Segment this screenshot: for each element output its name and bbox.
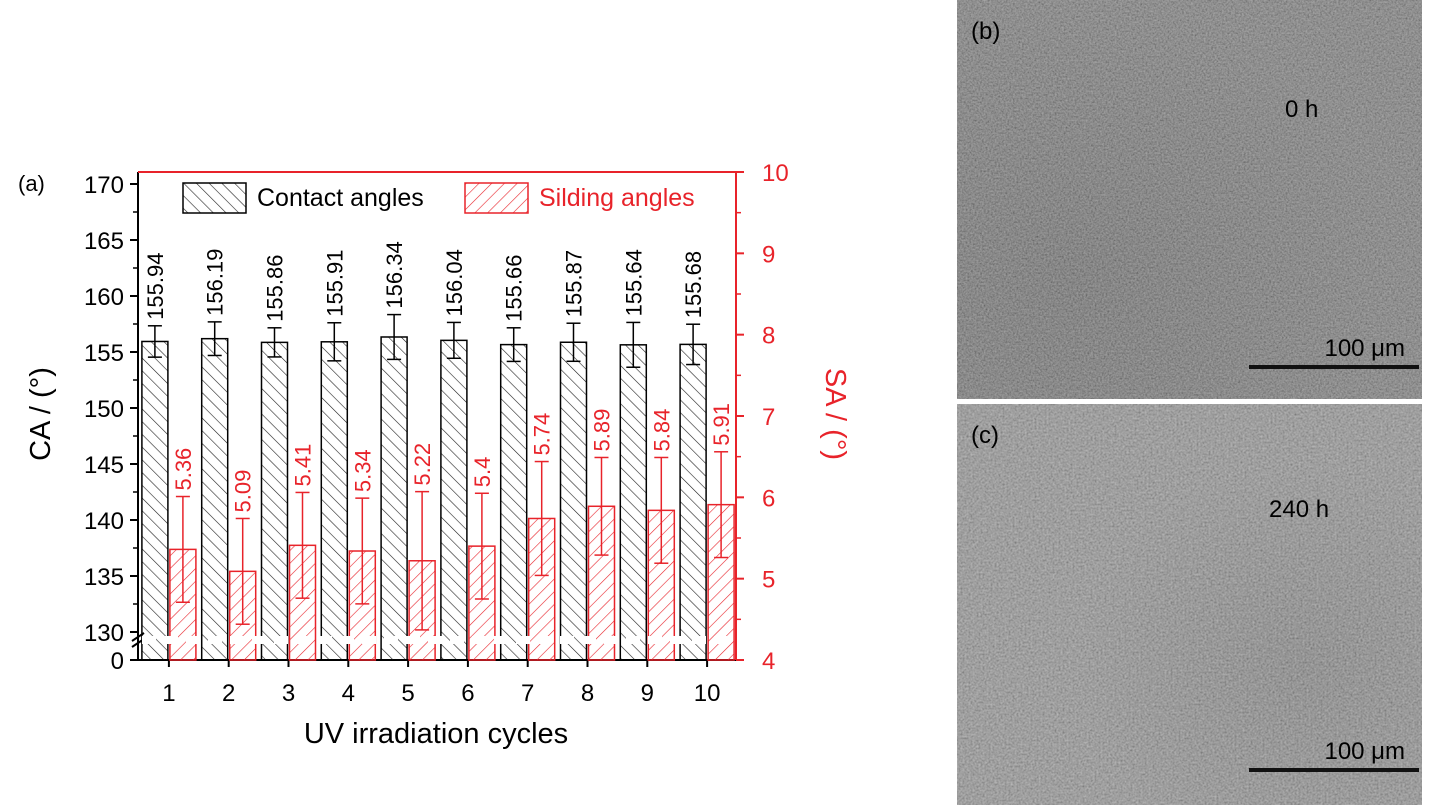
contact-angle-bar	[559, 341, 588, 661]
legend-swatch-contact	[182, 182, 247, 214]
bar-chart: (a) 013013514014515015516016517045678910…	[18, 160, 851, 750]
contact-angle-value-label: 156.04	[442, 249, 467, 316]
x-axis-title: UV irradiation cycles	[304, 718, 568, 750]
y-left-tick-label: 170	[84, 172, 124, 199]
y-right-tick-label: 4	[762, 648, 775, 675]
legend-swatch-sliding	[464, 182, 529, 214]
x-tick-label: 2	[222, 680, 235, 707]
contact-angle-bar	[380, 336, 408, 661]
x-tick-label: 6	[461, 680, 474, 707]
y-left-tick-label: 135	[84, 564, 124, 591]
sliding-angle-value-label: 5.22	[410, 443, 435, 486]
scale-bar-line	[1249, 768, 1419, 772]
x-tick-label: 1	[162, 680, 175, 707]
sliding-angle-value-label: 5.74	[530, 413, 555, 456]
contact-angle-value-label: 155.86	[263, 255, 288, 322]
contact-angle-bar	[200, 337, 229, 661]
sliding-angle-value-label: 5.84	[649, 409, 674, 452]
scale-bar-label: 100 μm	[1324, 738, 1405, 765]
legend-label-sliding: Silding angles	[539, 184, 695, 212]
y-left-tick-label: 145	[84, 452, 124, 479]
y-right-tick-label: 9	[762, 241, 775, 268]
sliding-angle-value-label: 5.09	[231, 470, 256, 513]
x-tick-label: 3	[282, 680, 295, 707]
sliding-angle-value-label: 5.34	[350, 449, 375, 492]
sliding-angle-value-label: 5.36	[171, 448, 196, 491]
y-left-tick-label: 150	[84, 396, 124, 423]
y-left-tick-label: 130	[84, 620, 124, 647]
scale-bar-top: 100 μm	[1249, 335, 1419, 369]
x-tick-label: 7	[521, 680, 534, 707]
y-left-tick-label: 165	[84, 228, 124, 255]
panel-label: (a)	[18, 171, 45, 196]
time-label-0h: 0 h	[1285, 96, 1319, 123]
contact-angle-bar	[440, 339, 468, 661]
sem-texture-top	[957, 0, 1422, 399]
y-left-tick-label: 0	[111, 648, 124, 675]
y-left-tick-label: 140	[84, 508, 124, 535]
sliding-angle-value-label: 5.89	[590, 409, 615, 452]
y-left-tick-label: 155	[84, 340, 124, 367]
contact-angle-value-label: 155.94	[143, 252, 168, 319]
time-label-240h: 240 h	[1269, 496, 1330, 523]
contact-angle-value-label: 156.19	[203, 249, 228, 316]
y-axis-title-right: SA / (°)	[819, 368, 851, 460]
y-right-tick-label: 7	[762, 404, 775, 431]
scale-bar-line	[1249, 365, 1419, 369]
y-right-tick-label: 6	[762, 485, 775, 512]
sem-image-0h: (b) 0 h 100 μm	[957, 0, 1422, 399]
legend: Contact angles Silding angles	[182, 182, 695, 214]
y-left-tick-label: 160	[84, 284, 124, 311]
panel-label-c: (c)	[971, 422, 999, 449]
scale-bar-label: 100 μm	[1324, 335, 1405, 362]
x-tick-label: 9	[641, 680, 654, 707]
scale-bar-bottom: 100 μm	[1249, 738, 1419, 772]
contact-angle-value-label: 155.68	[681, 251, 706, 318]
sliding-angle-value-label: 5.4	[470, 457, 495, 488]
contact-angle-bar	[499, 343, 528, 661]
x-tick-label: 8	[581, 680, 594, 707]
contact-angle-bar	[141, 340, 169, 661]
contact-angle-bar	[320, 341, 349, 661]
contact-angle-value-label: 155.64	[621, 249, 646, 316]
sem-texture-bottom	[957, 404, 1422, 805]
x-tick-label: 5	[401, 680, 414, 707]
y-right-tick-label: 10	[762, 160, 789, 187]
sem-image-240h: (c) 240 h 100 μm	[957, 404, 1422, 805]
sliding-angle-value-label: 5.91	[709, 403, 734, 446]
contact-angle-value-label: 155.91	[322, 249, 347, 316]
legend-label-contact: Contact angles	[257, 184, 424, 212]
panel-label-b: (b)	[971, 18, 1001, 45]
y-right-tick-label: 5	[762, 567, 775, 594]
contact-angle-value-label: 155.87	[562, 250, 587, 317]
x-tick-label: 4	[342, 680, 355, 707]
y-right-tick-label: 8	[762, 323, 775, 350]
x-tick-label: 10	[694, 680, 721, 707]
contact-angle-bar	[260, 341, 289, 661]
contact-angle-bar	[619, 344, 648, 661]
sliding-angle-value-label: 5.41	[291, 444, 316, 487]
contact-angle-value-label: 155.66	[502, 255, 527, 322]
contact-angle-value-label: 156.34	[382, 241, 407, 308]
contact-angle-bar	[679, 343, 707, 661]
y-axis-title-left: CA / (°)	[25, 367, 57, 461]
